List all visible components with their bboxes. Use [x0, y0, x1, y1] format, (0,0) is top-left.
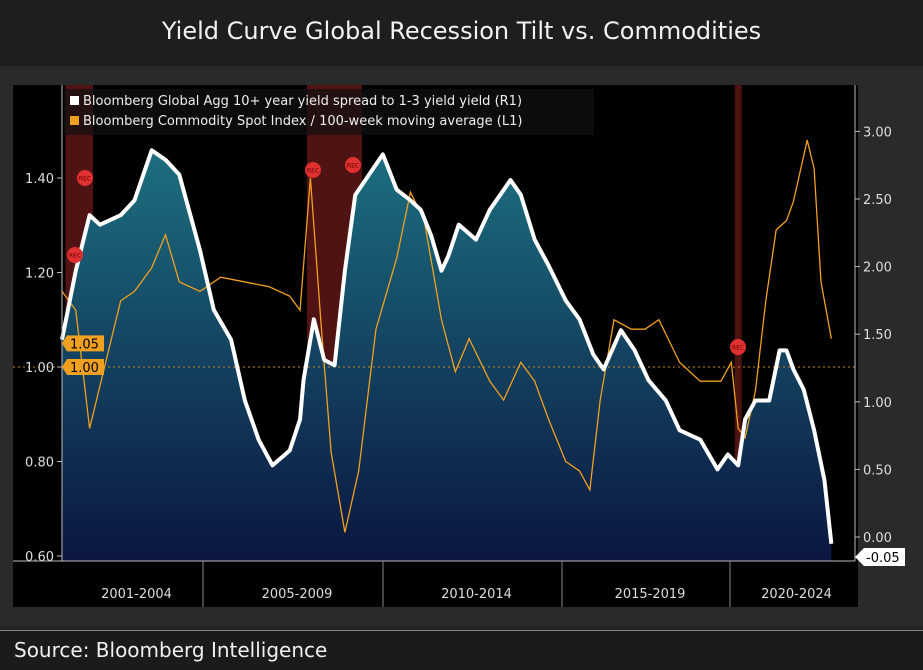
recession-marker-icon [77, 170, 93, 186]
right-tick-label: 1.50 [863, 328, 892, 343]
recession-marker-icon [345, 157, 361, 173]
left-tick-label: 1.00 [25, 361, 54, 376]
right-tick-label: 3.00 [863, 125, 892, 140]
x-tick-label: 2020-2024 [761, 587, 832, 602]
right-tick-label: 0.00 [863, 531, 892, 546]
chart-panel: REC REC REC REC REC 0.00 0.50 1.00 1.50 2.00 2.50 3… [0, 66, 923, 626]
left-tick-label: 0.60 [25, 550, 54, 565]
x-tick-label: 2001-2004 [101, 587, 172, 602]
legend-label-spread: Bloomberg Global Agg 10+ year yield spre… [83, 94, 522, 109]
last-value-badge [855, 548, 905, 566]
last-value-label: -0.05 [866, 551, 900, 566]
right-tick-label: 0.50 [863, 463, 892, 478]
legend-swatch-spread [70, 96, 79, 105]
left-highlight-label: 1.00 [70, 361, 99, 376]
commodity-line [61, 140, 832, 533]
chart-svg: REC REC REC REC REC 0.00 0.50 1.00 1.50 2.00 2.50 3… [13, 85, 905, 607]
recession-marker-label: REC [732, 345, 744, 352]
recession-marker-label: REC [307, 168, 319, 175]
chart-title: Yield Curve Global Recession Tilt vs. Co… [0, 0, 923, 66]
recession-marker-label: REC [347, 163, 359, 170]
right-tick-label: 2.50 [863, 193, 892, 208]
left-tick-label: 1.20 [25, 267, 54, 282]
spread-area-fill [62, 150, 832, 561]
spread-line [60, 148, 834, 544]
x-tick-label: 2010-2014 [441, 587, 512, 602]
recession-marker-icon [730, 339, 746, 355]
x-tick-label: 2015-2019 [615, 587, 686, 602]
legend-label-commodity: Bloomberg Commodity Spot Index / 100-wee… [83, 114, 522, 129]
left-tick-label: 1.40 [25, 172, 54, 187]
left-highlight-label: 1.05 [70, 337, 99, 352]
legend-swatch-commodity [70, 116, 79, 125]
left-highlight-box [62, 335, 104, 352]
x-tick-label: 2005-2009 [262, 587, 333, 602]
recession-marker-icon [67, 247, 83, 263]
left-tick-label: 0.80 [25, 456, 54, 471]
legend-box [64, 89, 594, 135]
recession-marker-icon [305, 162, 321, 178]
right-tick-label: 2.00 [863, 261, 892, 276]
source-footer: Source: Bloomberg Intelligence [0, 630, 923, 670]
recession-marker-label: REC [69, 253, 81, 260]
recession-band [734, 85, 742, 561]
recession-marker-label: REC [79, 176, 91, 183]
left-highlight-box [62, 359, 104, 375]
right-tick-label: 1.00 [863, 396, 892, 411]
